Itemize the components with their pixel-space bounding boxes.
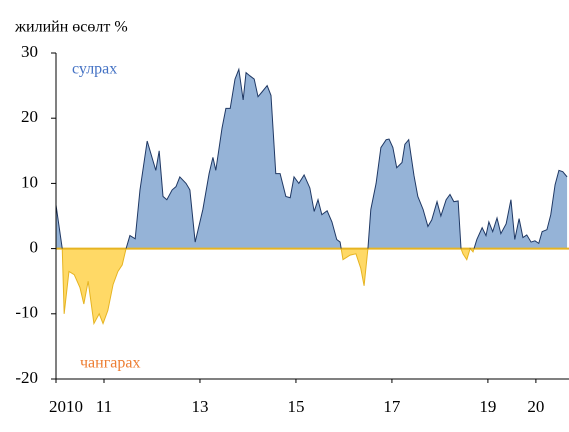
x-tick-label: 20 — [527, 397, 544, 416]
x-tick-label: 11 — [96, 397, 112, 416]
y-tick-label: -20 — [15, 368, 38, 387]
x-tick-label: 2010 — [49, 397, 83, 416]
x-tick-label: 17 — [383, 397, 401, 416]
area-negative — [62, 248, 475, 324]
y-tick-label: 20 — [21, 107, 38, 126]
series-line — [56, 67, 568, 249]
x-tick-label: 15 — [287, 397, 304, 416]
chart-subtitle: жилийн өсөлт % — [14, 19, 128, 36]
annotation: сулрах — [72, 61, 117, 78]
y-tick-label: -10 — [15, 303, 38, 322]
x-tick-label: 13 — [191, 397, 208, 416]
y-tick-label: 10 — [21, 172, 38, 191]
x-tick-label: 19 — [479, 397, 496, 416]
y-tick-label: 0 — [30, 238, 39, 257]
area-positive — [56, 69, 568, 249]
annotation: чангарах — [80, 355, 140, 372]
y-tick-label: 30 — [21, 42, 38, 61]
